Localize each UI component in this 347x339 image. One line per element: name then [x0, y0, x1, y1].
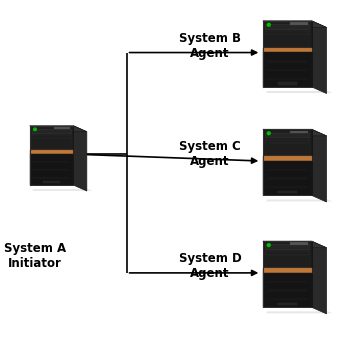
Bar — [278, 303, 297, 305]
Bar — [266, 169, 307, 171]
Polygon shape — [263, 129, 327, 136]
Bar — [54, 127, 70, 129]
Text: System C
Agent: System C Agent — [179, 140, 241, 168]
Polygon shape — [266, 311, 332, 313]
Polygon shape — [263, 21, 327, 27]
Polygon shape — [266, 91, 332, 93]
Polygon shape — [30, 126, 87, 132]
Polygon shape — [266, 199, 332, 201]
Polygon shape — [312, 241, 327, 314]
Bar — [290, 242, 308, 245]
Bar — [30, 154, 74, 185]
Bar — [266, 60, 307, 63]
Bar — [32, 161, 69, 163]
Bar — [266, 78, 307, 80]
Bar — [263, 273, 312, 307]
Bar — [32, 129, 71, 133]
Circle shape — [267, 23, 270, 26]
Bar — [290, 22, 308, 25]
Bar — [266, 289, 307, 292]
Bar — [265, 244, 309, 249]
Bar — [265, 22, 310, 47]
Bar — [32, 169, 69, 171]
Circle shape — [267, 132, 270, 135]
Text: System A
Initiator: System A Initiator — [3, 242, 66, 271]
Bar — [43, 181, 60, 183]
Bar — [266, 281, 307, 283]
Bar — [263, 161, 312, 195]
Bar — [265, 133, 309, 137]
Bar — [263, 52, 312, 87]
Polygon shape — [32, 189, 92, 191]
Bar — [32, 127, 72, 149]
Bar — [263, 129, 312, 195]
Bar — [265, 242, 310, 267]
Bar — [266, 69, 307, 71]
Bar — [265, 131, 310, 156]
Bar — [278, 191, 297, 194]
Bar — [30, 150, 74, 154]
Circle shape — [34, 128, 36, 131]
Bar — [265, 24, 309, 29]
Bar — [266, 298, 307, 300]
Circle shape — [267, 244, 270, 246]
Polygon shape — [312, 129, 327, 202]
Bar — [32, 177, 69, 179]
Bar — [30, 126, 74, 185]
Bar — [265, 31, 309, 34]
Bar — [263, 21, 312, 87]
Bar — [266, 186, 307, 188]
Polygon shape — [312, 21, 327, 94]
Bar — [278, 82, 297, 85]
Bar — [265, 140, 309, 143]
Bar — [290, 131, 308, 133]
Text: System D
Agent: System D Agent — [179, 252, 241, 280]
Bar — [263, 241, 312, 307]
Bar — [265, 252, 309, 255]
Polygon shape — [263, 241, 327, 248]
Bar — [263, 156, 312, 161]
Bar — [263, 48, 312, 52]
Bar — [32, 135, 71, 138]
Text: System B
Agent: System B Agent — [179, 32, 241, 60]
Polygon shape — [74, 126, 87, 191]
Bar — [263, 268, 312, 273]
Bar — [266, 177, 307, 180]
